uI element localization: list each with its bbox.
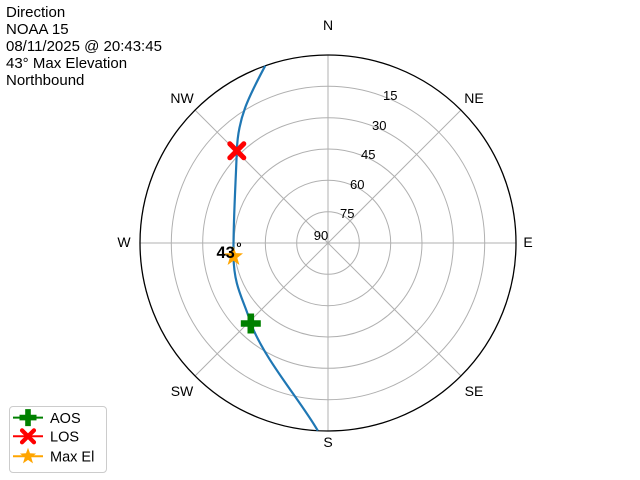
svg-text:LOS: LOS [50, 430, 79, 446]
svg-text:Max El: Max El [50, 450, 94, 466]
svg-text:AOS: AOS [50, 411, 81, 427]
